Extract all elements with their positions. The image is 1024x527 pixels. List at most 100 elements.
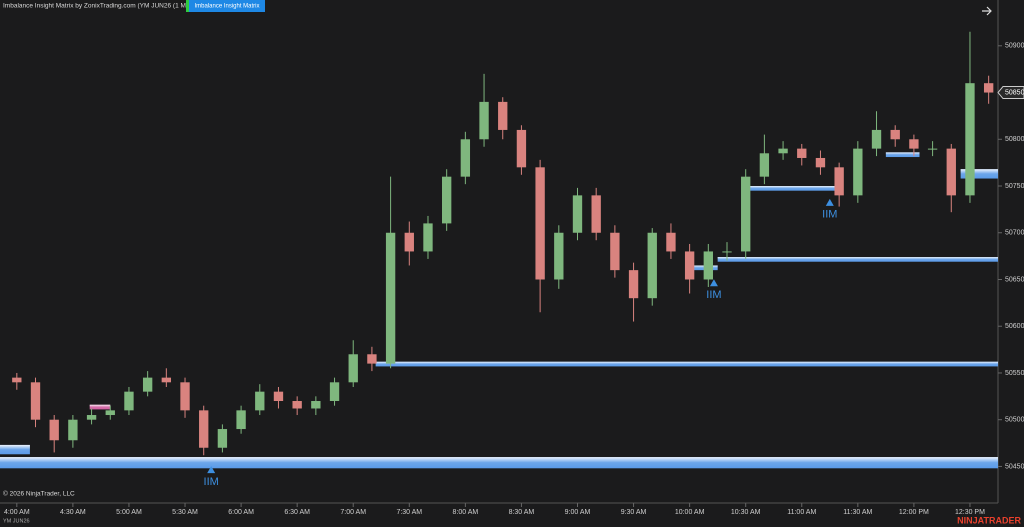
candle-body xyxy=(142,377,153,392)
candle-body xyxy=(329,382,340,402)
y-tick-label: 50500 xyxy=(1005,417,1024,424)
candle-body xyxy=(516,129,527,168)
candle-body xyxy=(871,129,882,149)
candle-body xyxy=(311,401,321,409)
candle-body xyxy=(647,232,657,299)
candle-body xyxy=(703,251,713,280)
y-tick-label: 50650 xyxy=(1005,276,1024,283)
last-price-label: 50850 xyxy=(1005,89,1024,96)
y-tick-label: 50550 xyxy=(1005,370,1024,377)
x-tick-label: 5:00 AM xyxy=(116,509,142,516)
zone-highlight xyxy=(685,265,718,271)
candle-body xyxy=(946,148,956,196)
candle-body xyxy=(460,139,471,177)
candle-body xyxy=(68,419,78,441)
zone-highlight xyxy=(717,257,998,262)
candle-body xyxy=(535,167,545,280)
zone-highlight xyxy=(89,404,111,410)
candle-body xyxy=(853,148,863,196)
instrument: YM JUN26 xyxy=(3,518,30,524)
x-tick-label: 7:00 AM xyxy=(340,509,366,516)
candle-body xyxy=(236,410,246,430)
candle-body xyxy=(909,139,919,149)
signal-label: IIM xyxy=(204,476,219,488)
candle-body xyxy=(124,391,134,411)
x-tick-label: 5:30 AM xyxy=(172,509,198,516)
candle-body xyxy=(591,195,601,233)
candle-body xyxy=(479,101,489,140)
zone-highlight xyxy=(0,444,30,455)
candle-body xyxy=(759,153,770,177)
x-tick-label: 4:00 AM xyxy=(4,509,30,516)
signal-marker xyxy=(207,466,216,474)
candle-body xyxy=(441,176,452,224)
candle-body xyxy=(30,382,41,420)
x-tick-label: 10:00 AM xyxy=(675,509,705,516)
candle-body xyxy=(255,391,265,411)
y-tick-label: 50900 xyxy=(1005,43,1024,50)
candle-body xyxy=(741,176,751,252)
zone-highlight xyxy=(745,186,840,191)
candle-body xyxy=(86,415,97,420)
navigate-arrow[interactable] xyxy=(982,6,992,16)
candle-body xyxy=(49,419,59,441)
candle-body xyxy=(722,251,732,253)
zone-highlight xyxy=(960,169,998,179)
candle-body xyxy=(423,223,433,252)
signal-label: IIM xyxy=(822,209,837,221)
x-tick-label: 6:30 AM xyxy=(284,509,310,516)
candle-body xyxy=(161,377,172,383)
logo: NINJATRADER xyxy=(957,515,1021,525)
x-tick-label: 8:30 AM xyxy=(509,509,535,516)
candle-body xyxy=(404,232,414,252)
candle-body xyxy=(890,129,900,140)
candle-body xyxy=(180,382,190,411)
candle-body xyxy=(927,148,938,150)
candle-body xyxy=(965,83,975,196)
candle-body xyxy=(778,148,788,154)
zone-highlight xyxy=(885,152,920,158)
candle-body xyxy=(628,270,639,299)
x-tick-label: 9:30 AM xyxy=(621,509,647,516)
candle-body xyxy=(684,251,695,280)
x-tick-label: 7:30 AM xyxy=(396,509,422,516)
candle-body xyxy=(217,429,228,448)
candle-body xyxy=(572,195,583,233)
indicator-accent xyxy=(186,0,189,12)
candle-body xyxy=(199,410,209,448)
x-tick-label: 12:30 PM xyxy=(955,509,985,516)
candle-body xyxy=(983,83,994,93)
x-tick-label: 8:00 AM xyxy=(453,509,479,516)
signal-label: IIM xyxy=(706,289,721,301)
candle-body xyxy=(348,354,358,383)
copyright: © 2026 NinjaTrader, LLC xyxy=(3,490,75,498)
candle-body xyxy=(385,232,396,364)
indicator-button[interactable] xyxy=(189,0,265,12)
candle-body xyxy=(498,101,508,130)
zone-highlight xyxy=(375,361,998,367)
candle-body xyxy=(292,401,302,409)
y-tick-label: 50450 xyxy=(1005,463,1024,470)
candle-body xyxy=(797,148,807,158)
candle-body xyxy=(815,157,826,168)
indicator-button-label[interactable]: Imbalance Insight Matrix xyxy=(194,4,259,10)
x-tick-label: 12:00 PM xyxy=(899,509,929,516)
candle-body xyxy=(834,167,844,196)
x-tick-label: 9:00 AM xyxy=(565,509,591,516)
candle-body xyxy=(273,391,284,402)
signal-marker xyxy=(709,279,718,287)
zone-highlight xyxy=(0,457,998,469)
candle-body xyxy=(12,377,22,383)
chart-title: Imbalance Insight Matrix by ZonixTrading… xyxy=(3,3,204,10)
x-tick-label: 11:00 AM xyxy=(787,509,816,516)
y-tick-label: 50600 xyxy=(1005,323,1024,330)
y-tick-label: 50750 xyxy=(1005,183,1024,190)
y-tick-label: 50800 xyxy=(1005,136,1024,143)
last-price-box xyxy=(997,86,1024,100)
candle-body xyxy=(554,232,564,280)
x-tick-label: 10:30 AM xyxy=(731,509,761,516)
candle-body xyxy=(666,232,676,252)
